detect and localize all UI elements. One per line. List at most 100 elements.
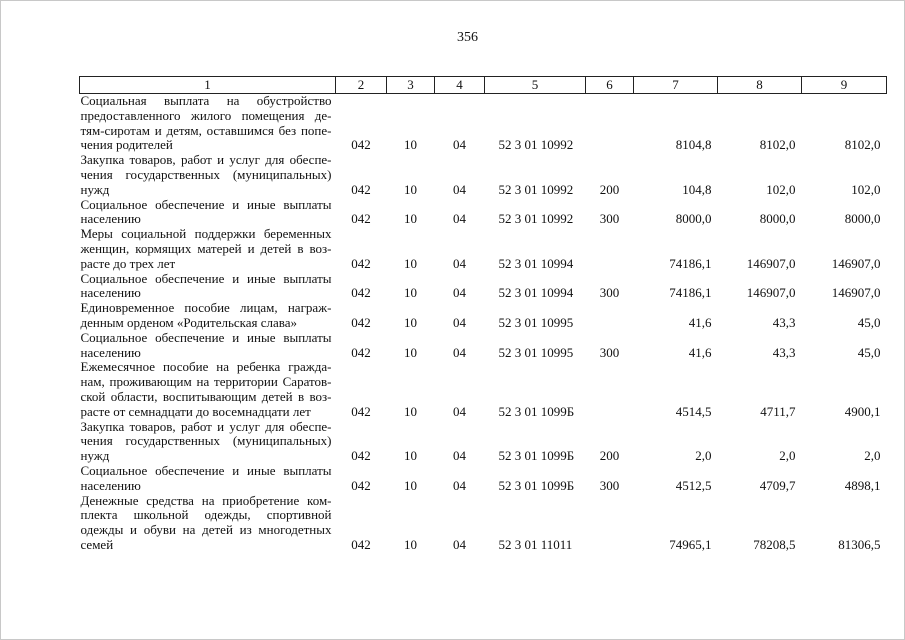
- target-article: 52 3 01 10995: [498, 344, 574, 360]
- admin-code: 042: [351, 285, 371, 301]
- expense-type: [586, 227, 634, 271]
- table-row: Закупка товаров, работ и услуг для обесп…: [80, 419, 887, 464]
- target-article: 52 3 01 11011: [498, 536, 573, 552]
- amount-year1: 41,6: [688, 314, 712, 330]
- subsection: 04: [453, 344, 466, 360]
- row-description: Меры социальной поддержки беременных женщ…: [80, 226, 336, 271]
- table-row: Единовременное пособие лицам, награж-ден…: [80, 300, 887, 331]
- column-header: 2: [335, 76, 387, 94]
- admin-code: 042: [351, 137, 371, 153]
- row-description: Социальная выплата на обустройство предос…: [80, 93, 336, 154]
- column-header: 8: [717, 76, 802, 94]
- row-description: Денежные средства на приобретение ком-пл…: [80, 493, 336, 553]
- expense-type: 200: [599, 181, 620, 197]
- table-row: Социальное обеспечение и иные выплаты нас…: [80, 462, 887, 494]
- description-line: Меры социальной поддержки беременных: [80, 226, 332, 242]
- row-description: Ежемесячное пособие на ребенка гражда-на…: [80, 360, 336, 419]
- amount-year3: 102,0: [851, 181, 881, 197]
- description-line: расте до трех лет: [80, 255, 176, 271]
- subsection: 04: [453, 403, 466, 419]
- row-description: Закупка товаров, работ и услуг для обесп…: [80, 419, 336, 464]
- column-header: 3: [386, 76, 435, 94]
- subsection: 04: [453, 211, 466, 227]
- amount-year1: 4514,5: [675, 403, 712, 419]
- description-line: населению: [80, 477, 141, 493]
- admin-code: 042: [351, 344, 371, 360]
- description-line: тям-сиротам и детям, оставшимся без попе…: [80, 122, 332, 138]
- amount-year1: 74965,1: [669, 536, 712, 552]
- subsection: 04: [453, 314, 466, 330]
- amount-year2: 43,3: [772, 314, 796, 330]
- subsection: 04: [453, 536, 466, 552]
- amount-year3: 4900,1: [844, 403, 881, 419]
- budget-table: 1 2 3 4 5 6 7 8 9 Социальная выплата на …: [79, 76, 887, 553]
- target-article: 52 3 01 10992: [498, 137, 574, 153]
- target-article: 52 3 01 10992: [498, 181, 574, 197]
- row-description: Социальное обеспечение и иные выплаты нас…: [80, 196, 336, 228]
- row-description: Закупка товаров, работ и услуг для обесп…: [80, 152, 336, 197]
- description-line: Социальное обеспечение и иные выплаты: [80, 270, 332, 286]
- admin-code: 042: [351, 181, 371, 197]
- target-article: 52 3 01 1099Б: [498, 403, 575, 419]
- amount-year1: 8000,0: [675, 211, 712, 227]
- expense-type: [586, 494, 634, 553]
- target-article: 52 3 01 10994: [498, 285, 574, 301]
- description-line: Социальное обеспечение и иные выплаты: [80, 196, 332, 212]
- amount-year2: 146907,0: [746, 255, 796, 271]
- description-line: денным орденом «Родительская слава»: [80, 314, 298, 330]
- admin-code: 042: [351, 211, 371, 227]
- table-row: Закупка товаров, работ и услуг для обесп…: [80, 152, 887, 197]
- description-line: Ежемесячное пособие на ребенка гражда-: [80, 359, 332, 375]
- target-article: 52 3 01 1099Б: [498, 477, 575, 493]
- section: 10: [404, 403, 417, 419]
- description-line: семей: [80, 536, 114, 552]
- expense-type: 300: [599, 285, 620, 301]
- description-line: нам, проживающим на территории Саратов-: [80, 374, 332, 390]
- amount-year2: 4709,7: [759, 477, 796, 493]
- amount-year2: 8000,0: [759, 211, 796, 227]
- description-line: Социальная выплата на обустройство: [80, 93, 332, 108]
- section: 10: [404, 477, 417, 493]
- subsection: 04: [453, 448, 466, 464]
- description-line: нужд: [80, 181, 110, 197]
- description-line: плекта школьной одежды, спортивной: [80, 507, 332, 523]
- target-article: 52 3 01 10994: [498, 255, 574, 271]
- description-line: населению: [80, 344, 141, 360]
- section: 10: [404, 448, 417, 464]
- description-line: женщин, кормящих матерей и детей в воз-: [80, 240, 332, 256]
- header-row: 1 2 3 4 5 6 7 8 9: [79, 76, 887, 94]
- amount-year3: 45,0: [857, 344, 881, 360]
- table-row: Социальное обеспечение и иные выплаты нас…: [80, 329, 887, 361]
- row-description: Единовременное пособие лицам, награж-ден…: [80, 300, 336, 331]
- row-description: Социальное обеспечение и иные выплаты нас…: [80, 329, 336, 361]
- amount-year3: 8102,0: [844, 137, 881, 153]
- description-line: Социальное обеспечение и иные выплаты: [80, 329, 332, 345]
- description-line: ской области, воспитывающим детей в воз-: [80, 388, 332, 404]
- amount-year1: 2,0: [695, 448, 712, 464]
- admin-code: 042: [351, 477, 371, 493]
- description-line: Социальное обеспечение и иные выплаты: [80, 462, 332, 478]
- target-article: 52 3 01 10992: [498, 211, 574, 227]
- expense-type: [586, 94, 634, 154]
- amount-year3: 8000,0: [844, 211, 881, 227]
- description-line: Единовременное пособие лицам, награж-: [80, 300, 332, 316]
- subsection: 04: [453, 477, 466, 493]
- column-header: 4: [434, 76, 485, 94]
- expense-type: [586, 301, 634, 331]
- column-header: 1: [79, 76, 336, 94]
- page-number: 356: [457, 30, 478, 45]
- amount-year2: 4711,7: [760, 403, 796, 419]
- description-line: чения государственных (муниципальных): [80, 433, 332, 449]
- amount-year3: 81306,5: [838, 536, 881, 552]
- amount-year1: 74186,1: [669, 285, 712, 301]
- expense-type: 300: [599, 344, 620, 360]
- amount-year1: 74186,1: [669, 255, 712, 271]
- table-row: Ежемесячное пособие на ребенка гражда-на…: [80, 360, 887, 419]
- amount-year2: 78208,5: [753, 536, 796, 552]
- subsection: 04: [453, 181, 466, 197]
- expense-type: 300: [599, 211, 620, 227]
- subsection: 04: [453, 137, 466, 153]
- description-line: Закупка товаров, работ и услуг для обесп…: [80, 152, 332, 168]
- description-line: населению: [80, 285, 141, 301]
- description-line: нужд: [80, 448, 110, 464]
